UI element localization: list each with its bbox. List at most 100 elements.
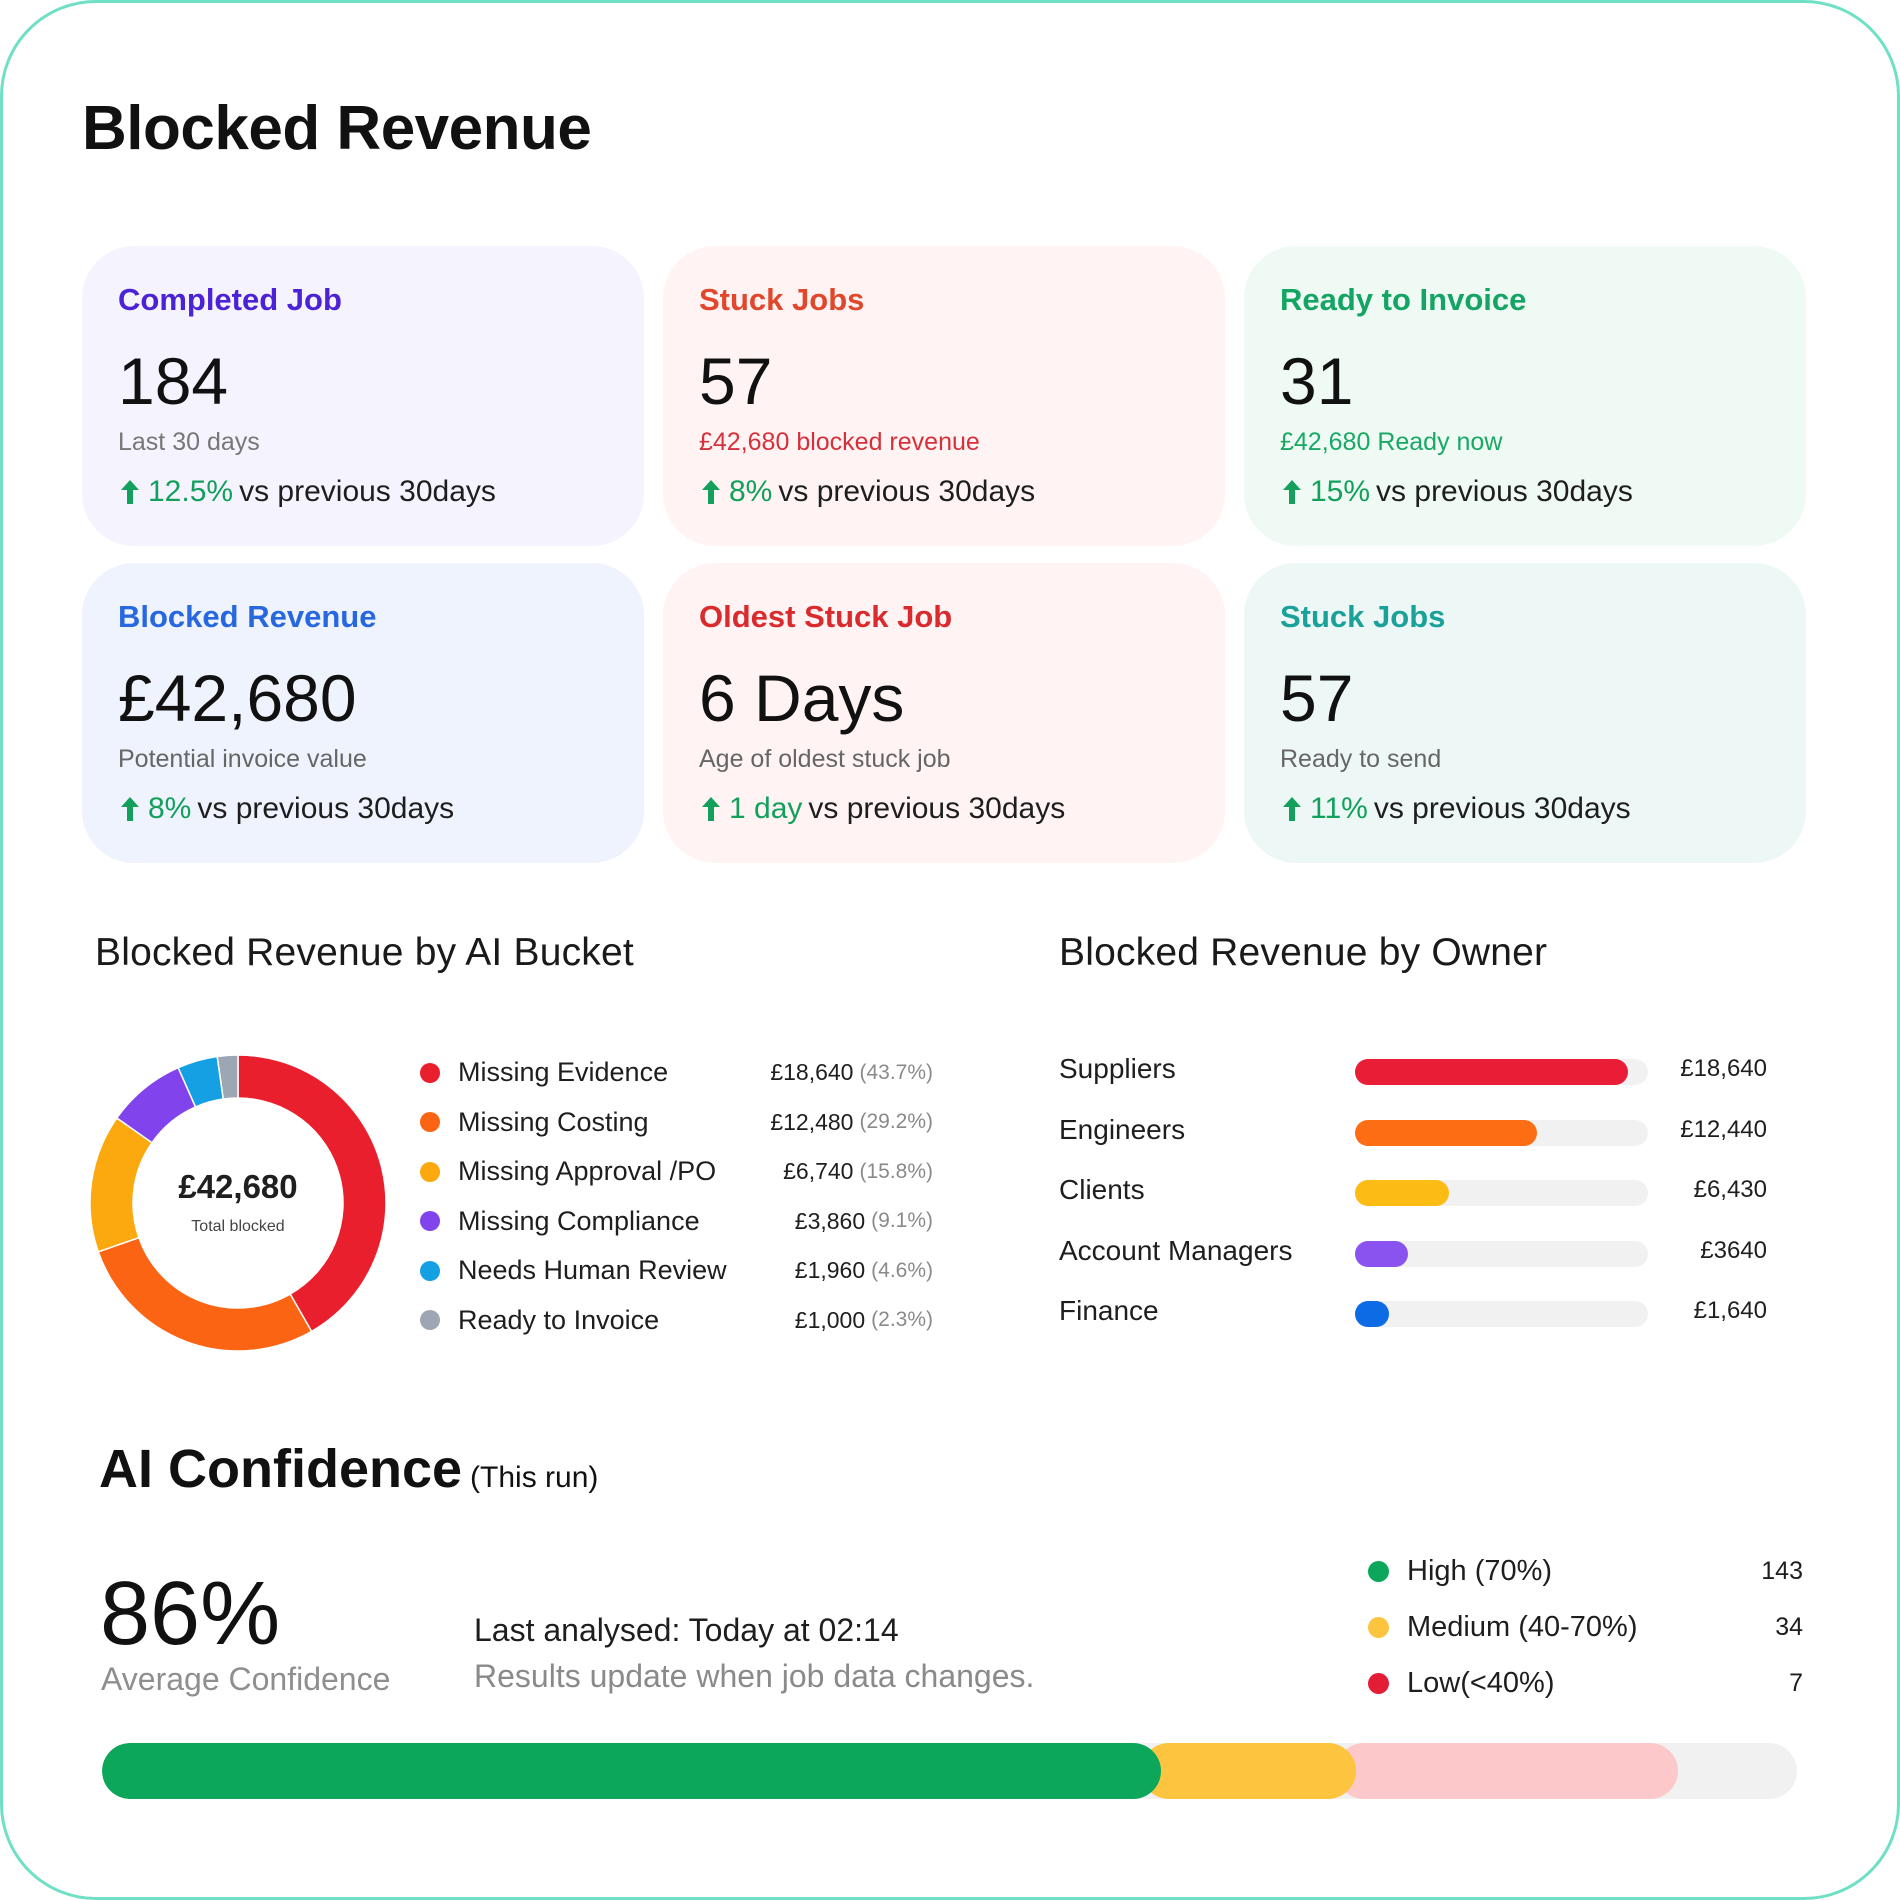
confidence-count: 143	[1761, 1556, 1803, 1585]
kpi-delta-text: vs previous 30days	[808, 792, 1066, 825]
owner-bar	[1355, 1301, 1389, 1327]
owner-bar-row: Finance £1,640	[1059, 1285, 1779, 1346]
legend-dot-icon	[420, 1310, 440, 1331]
kpi-subtext: £42,680 Ready now	[1280, 428, 1503, 456]
legend-item: Missing Compliance £3,860 (9.1%)	[418, 1197, 933, 1247]
ai-confidence-title: AI Confidence (This run)	[99, 1438, 598, 1500]
confidence-legend-item: Medium (40-70%) 34	[1368, 1599, 1803, 1655]
arrow-up-icon	[121, 480, 139, 504]
legend-value: £18,640	[770, 1059, 854, 1086]
legend-percent: (9.1%)	[871, 1209, 933, 1233]
kpi-label: Completed Job	[118, 282, 342, 317]
kpi-label: Ready to Invoice	[1280, 282, 1527, 317]
owner-label: Account Managers	[1059, 1234, 1293, 1266]
kpi-label: Stuck Jobs	[1280, 599, 1446, 634]
donut-center-label: Total blocked	[191, 1218, 285, 1235]
kpi-label: Stuck Jobs	[699, 282, 865, 317]
average-confidence-value: 86%	[100, 1564, 281, 1664]
average-confidence-label: Average Confidence	[101, 1661, 391, 1697]
legend-dot-icon	[420, 1260, 440, 1281]
legend-percent: (2.3%)	[871, 1308, 933, 1332]
donut-slice	[237, 1054, 387, 1333]
ai-confidence-title-text: AI Confidence	[99, 1439, 463, 1499]
kpi-delta-value: 1 day	[729, 792, 803, 825]
bucket-chart-title: Blocked Revenue by AI Bucket	[95, 931, 634, 974]
kpi-value: 6 Days	[699, 661, 905, 735]
kpi-delta: 8% vs previous 30days	[699, 475, 1225, 509]
owner-label: Finance	[1059, 1295, 1159, 1326]
confidence-label: Medium (40-70%)	[1407, 1610, 1638, 1643]
bucket-donut-chart: £42,680 Total blocked	[83, 1048, 393, 1358]
kpi-subtext: £42,680 blocked revenue	[699, 428, 980, 456]
confidence-count: 7	[1789, 1668, 1803, 1697]
legend-value: £12,480	[770, 1108, 854, 1135]
legend-dot-icon	[420, 1062, 440, 1083]
kpi-value: 57	[1280, 661, 1354, 735]
kpi-value: 31	[1280, 344, 1354, 418]
owner-bar-row: Suppliers £18,640	[1059, 1043, 1779, 1104]
confidence-segment	[1336, 1743, 1679, 1799]
owner-label: Engineers	[1059, 1113, 1186, 1145]
legend-item: Missing Costing £12,480 (29.2%)	[418, 1098, 933, 1148]
ai-confidence-title-suffix: (This run)	[470, 1461, 599, 1494]
kpi-label: Blocked Revenue	[118, 599, 377, 634]
kpi-delta-value: 12.5%	[148, 475, 234, 508]
kpi-card: Blocked Revenue £42,680 Potential invoice …	[82, 563, 644, 863]
kpi-delta-text: vs previous 30days	[1373, 792, 1631, 825]
kpi-subtext: Last 30 days	[118, 428, 260, 456]
confidence-segment	[1141, 1743, 1357, 1799]
owner-bar-track	[1355, 1119, 1648, 1146]
legend-item: Missing Approval /PO £6,740 (15.8%)	[418, 1147, 933, 1197]
kpi-subtext: Potential invoice value	[118, 745, 367, 773]
owner-bar-row: Engineers £12,440	[1059, 1104, 1779, 1165]
owner-bar-track	[1355, 1180, 1648, 1206]
owner-bar-track	[1355, 1240, 1648, 1267]
legend-percent: (15.8%)	[859, 1159, 933, 1183]
legend-label: Missing Costing	[458, 1106, 649, 1137]
owner-bar	[1355, 1240, 1409, 1267]
kpi-card: Ready to Invoice 31 £42,680 Ready now 15% vs…	[1244, 246, 1806, 546]
kpi-delta-value: 8%	[148, 792, 192, 825]
update-note-text: Results update when job data changes.	[474, 1658, 1035, 1694]
kpi-value: £42,680	[118, 661, 357, 735]
legend-value: £1,000	[794, 1306, 866, 1333]
legend-label: Missing Compliance	[458, 1205, 700, 1236]
owner-value: £6,430	[1693, 1176, 1767, 1203]
kpi-delta: 1 day vs previous 30days	[699, 792, 1225, 826]
kpi-card: Completed Job 184 Last 30 days 12.5% vs prev…	[82, 246, 644, 546]
kpi-delta-text: vs previous 30days	[197, 792, 455, 825]
donut-svg	[89, 1054, 387, 1352]
donut-slice	[216, 1054, 239, 1100]
owner-bar-track	[1355, 1059, 1648, 1085]
kpi-label: Oldest Stuck Job	[699, 599, 953, 634]
kpi-delta-value: 15%	[1310, 475, 1371, 508]
kpi-delta: 15% vs previous 30days	[1280, 475, 1806, 509]
owner-value: £3640	[1700, 1236, 1767, 1264]
confidence-dot-icon	[1368, 1616, 1389, 1638]
kpi-delta: 11% vs previous 30days	[1280, 792, 1806, 826]
kpi-delta-value: 8%	[729, 475, 773, 508]
kpi-delta: 12.5% vs previous 30days	[118, 475, 644, 509]
donut-center-value: £42,680	[178, 1168, 298, 1205]
legend-item: Needs Human Review £1,960 (4.6%)	[418, 1246, 933, 1296]
kpi-card: Oldest Stuck Job 6 Days Age of oldest stuc…	[663, 563, 1225, 863]
legend-value: £6,740	[783, 1158, 854, 1185]
owner-chart-title: Blocked Revenue by Owner	[1059, 931, 1548, 974]
legend-value: £1,960	[794, 1257, 866, 1284]
confidence-count: 34	[1775, 1612, 1803, 1641]
kpi-card: Stuck Jobs 57 Ready to send 11% vs previous …	[1244, 563, 1806, 863]
arrow-up-icon	[702, 480, 720, 504]
arrow-up-icon	[702, 797, 720, 821]
donut-slice	[97, 1236, 313, 1352]
legend-dot-icon	[420, 1211, 440, 1232]
owner-bar	[1355, 1059, 1629, 1085]
legend-percent: (43.7%)	[859, 1060, 933, 1084]
kpi-subtext: Age of oldest stuck job	[699, 745, 951, 773]
arrow-up-icon	[121, 797, 139, 821]
owner-bar-chart: Suppliers £18,640 Engineers £12,440 Clients £…	[1059, 1043, 1779, 1346]
owner-value: £18,640	[1680, 1055, 1767, 1082]
last-analysed-text: Last analysed: Today at 02:14	[474, 1612, 899, 1648]
confidence-legend: High (70%) 143 Medium (40-70%) 34 Low(<40%) 7	[1368, 1543, 1803, 1711]
kpi-delta-text: vs previous 30days	[778, 475, 1036, 508]
